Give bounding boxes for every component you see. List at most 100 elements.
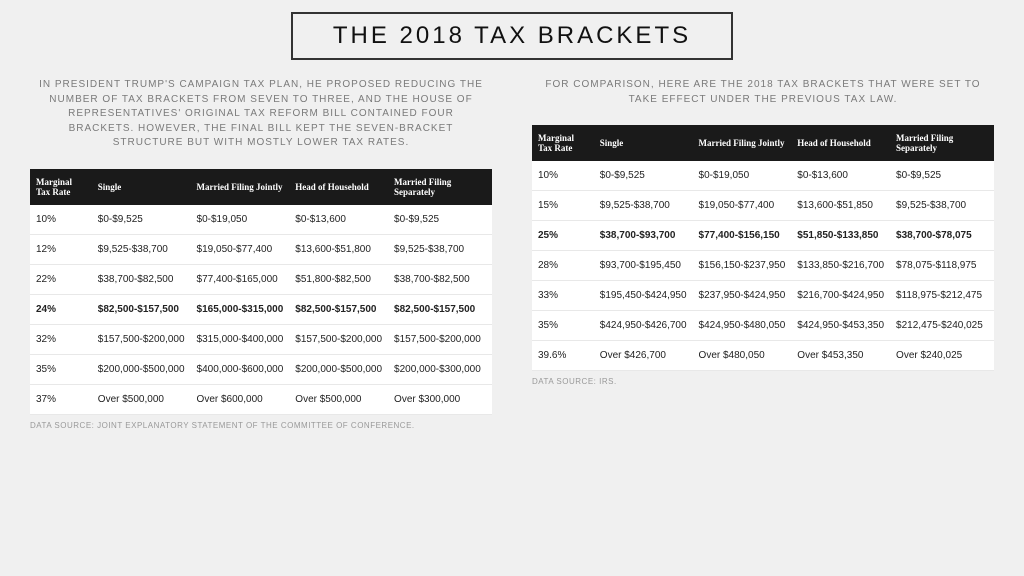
table-cell: $212,475-$240,025 [890, 311, 994, 341]
table-cell: $38,700-$82,500 [92, 264, 191, 294]
table-row: 39.6%Over $426,700Over $480,050Over $453… [532, 341, 994, 371]
table-cell: $51,850-$133,850 [791, 221, 890, 251]
table-cell: $51,800-$82,500 [289, 264, 388, 294]
table-cell: $0-$19,050 [693, 161, 792, 191]
table-cell: 10% [532, 161, 594, 191]
table-cell: $156,150-$237,950 [693, 251, 792, 281]
column-header: Married Filing Separately [388, 169, 492, 205]
column-header: Married Filing Jointly [693, 125, 792, 161]
table-cell: $82,500-$157,500 [289, 294, 388, 324]
table-cell: $38,700-$93,700 [594, 221, 693, 251]
table-cell: 22% [30, 264, 92, 294]
right-intro-text: FOR COMPARISON, HERE ARE THE 2018 TAX BR… [532, 78, 994, 107]
table-row: 35%$424,950-$426,700$424,950-$480,050$42… [532, 311, 994, 341]
table-cell: Over $500,000 [92, 384, 191, 414]
table-row: 10%$0-$9,525$0-$19,050$0-$13,600$0-$9,52… [532, 161, 994, 191]
table-cell: 10% [30, 205, 92, 235]
table-cell: $118,975-$212,475 [890, 281, 994, 311]
table-cell: Over $426,700 [594, 341, 693, 371]
table-header-row: Marginal Tax RateSingleMarried Filing Jo… [30, 169, 492, 205]
left-intro-text: IN PRESIDENT TRUMP'S CAMPAIGN TAX PLAN, … [30, 78, 492, 151]
table-cell: $0-$13,600 [791, 161, 890, 191]
left-column: IN PRESIDENT TRUMP'S CAMPAIGN TAX PLAN, … [30, 78, 492, 430]
table-cell: $38,700-$78,075 [890, 221, 994, 251]
table-cell: $237,950-$424,950 [693, 281, 792, 311]
table-cell: $195,450-$424,950 [594, 281, 693, 311]
column-header: Married Filing Jointly [191, 169, 290, 205]
table-cell: $0-$9,525 [594, 161, 693, 191]
table-cell: $38,700-$82,500 [388, 264, 492, 294]
table-cell: $9,525-$38,700 [594, 191, 693, 221]
table-cell: Over $500,000 [289, 384, 388, 414]
table-cell: $78,075-$118,975 [890, 251, 994, 281]
table-cell: $0-$13,600 [289, 205, 388, 235]
table-cell: $0-$9,525 [92, 205, 191, 235]
table-cell: $0-$19,050 [191, 205, 290, 235]
table-header-row: Marginal Tax RateSingleMarried Filing Jo… [532, 125, 994, 161]
table-cell: $13,600-$51,800 [289, 234, 388, 264]
table-row: 32%$157,500-$200,000$315,000-$400,000$15… [30, 324, 492, 354]
table-cell: $9,525-$38,700 [890, 191, 994, 221]
table-row: 33%$195,450-$424,950$237,950-$424,950$21… [532, 281, 994, 311]
table-row: 22%$38,700-$82,500$77,400-$165,000$51,80… [30, 264, 492, 294]
table-cell: $216,700-$424,950 [791, 281, 890, 311]
table-cell: $19,050-$77,400 [693, 191, 792, 221]
table-cell: $82,500-$157,500 [92, 294, 191, 324]
table-cell: Over $480,050 [693, 341, 792, 371]
table-cell: $133,850-$216,700 [791, 251, 890, 281]
table-row: 12%$9,525-$38,700$19,050-$77,400$13,600-… [30, 234, 492, 264]
column-header: Marginal Tax Rate [532, 125, 594, 161]
table-cell: $400,000-$600,000 [191, 354, 290, 384]
table-cell: $200,000-$300,000 [388, 354, 492, 384]
left-data-source: DATA SOURCE: JOINT EXPLANATORY STATEMENT… [30, 421, 492, 430]
new-brackets-table: Marginal Tax RateSingleMarried Filing Jo… [30, 169, 492, 415]
table-cell: $93,700-$195,450 [594, 251, 693, 281]
table-cell: 32% [30, 324, 92, 354]
table-cell: $0-$9,525 [388, 205, 492, 235]
table-cell: $13,600-$51,850 [791, 191, 890, 221]
column-header: Marginal Tax Rate [30, 169, 92, 205]
right-column: FOR COMPARISON, HERE ARE THE 2018 TAX BR… [532, 78, 994, 430]
table-cell: $0-$9,525 [890, 161, 994, 191]
column-header: Married Filing Separately [890, 125, 994, 161]
table-cell: 37% [30, 384, 92, 414]
table-cell: Over $240,025 [890, 341, 994, 371]
table-cell: 35% [532, 311, 594, 341]
table-cell: $200,000-$500,000 [92, 354, 191, 384]
table-cell: $82,500-$157,500 [388, 294, 492, 324]
table-cell: $157,500-$200,000 [92, 324, 191, 354]
title-frame: THE 2018 TAX BRACKETS [291, 12, 733, 60]
table-row: 25%$38,700-$93,700$77,400-$156,150$51,85… [532, 221, 994, 251]
table-cell: 28% [532, 251, 594, 281]
table-cell: $157,500-$200,000 [388, 324, 492, 354]
right-data-source: DATA SOURCE: IRS. [532, 377, 994, 386]
column-header: Single [92, 169, 191, 205]
table-cell: 24% [30, 294, 92, 324]
table-cell: $77,400-$156,150 [693, 221, 792, 251]
old-brackets-table: Marginal Tax RateSingleMarried Filing Jo… [532, 125, 994, 371]
table-cell: 35% [30, 354, 92, 384]
table-cell: 15% [532, 191, 594, 221]
table-cell: $424,950-$453,350 [791, 311, 890, 341]
table-cell: 12% [30, 234, 92, 264]
table-row: 35%$200,000-$500,000$400,000-$600,000$20… [30, 354, 492, 384]
table-cell: $424,950-$426,700 [594, 311, 693, 341]
table-cell: $315,000-$400,000 [191, 324, 290, 354]
table-row: 10%$0-$9,525$0-$19,050$0-$13,600$0-$9,52… [30, 205, 492, 235]
two-column-layout: IN PRESIDENT TRUMP'S CAMPAIGN TAX PLAN, … [30, 78, 994, 430]
table-cell: 33% [532, 281, 594, 311]
table-cell: $77,400-$165,000 [191, 264, 290, 294]
column-header: Head of Household [791, 125, 890, 161]
table-cell: $9,525-$38,700 [92, 234, 191, 264]
page-title: THE 2018 TAX BRACKETS [333, 22, 691, 50]
table-cell: $200,000-$500,000 [289, 354, 388, 384]
table-row: 28%$93,700-$195,450$156,150-$237,950$133… [532, 251, 994, 281]
table-cell: $157,500-$200,000 [289, 324, 388, 354]
table-cell: $165,000-$315,000 [191, 294, 290, 324]
table-cell: $19,050-$77,400 [191, 234, 290, 264]
table-row: 37%Over $500,000Over $600,000Over $500,0… [30, 384, 492, 414]
table-cell: 25% [532, 221, 594, 251]
table-row: 24%$82,500-$157,500$165,000-$315,000$82,… [30, 294, 492, 324]
column-header: Head of Household [289, 169, 388, 205]
table-cell: Over $600,000 [191, 384, 290, 414]
